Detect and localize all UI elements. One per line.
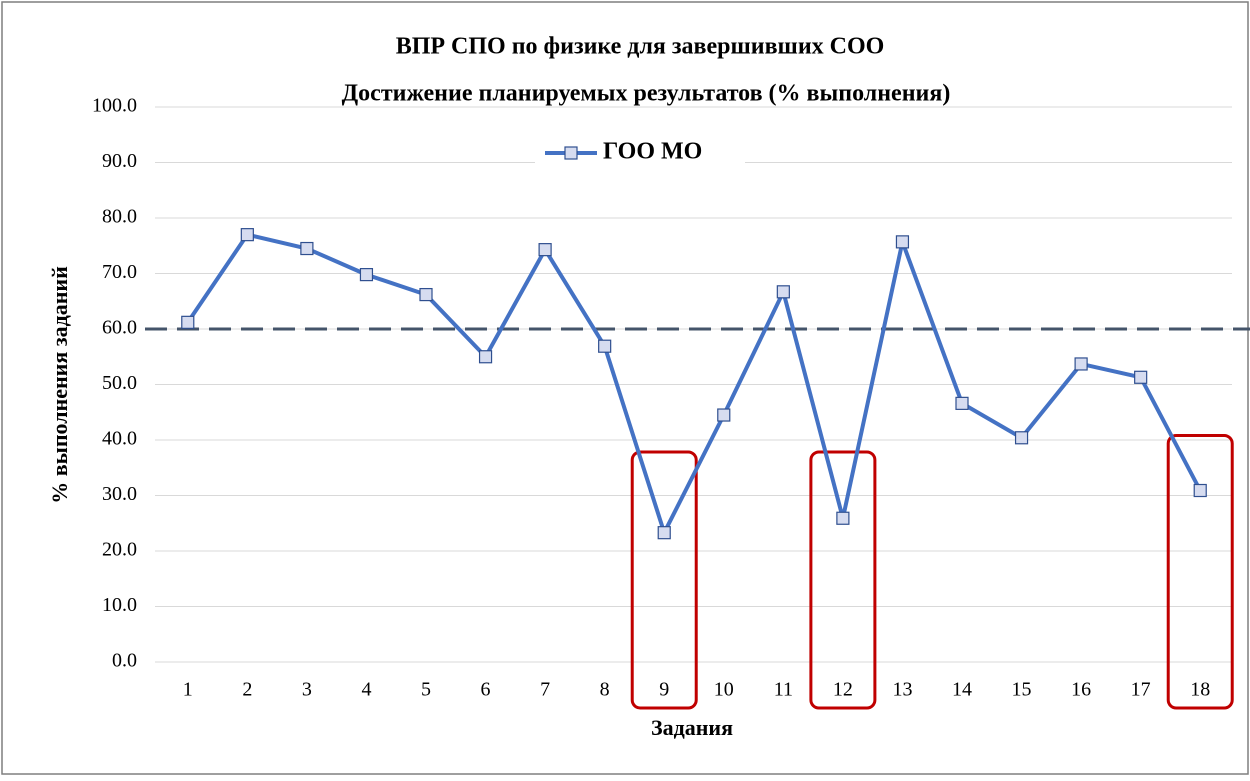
- highlight-box: [809, 450, 877, 710]
- x-tick-label: 13: [892, 679, 912, 701]
- point-marker: [1074, 357, 1088, 371]
- point-marker: [598, 339, 612, 353]
- point-marker: [955, 396, 969, 410]
- y-tick-label: 10.0: [102, 594, 137, 616]
- x-tick-label: 10: [714, 679, 734, 701]
- chart-title: ВПР СПО по физике для завершивших СОО: [396, 34, 885, 60]
- y-tick-label: 0.0: [112, 650, 137, 672]
- point-marker: [1014, 431, 1029, 445]
- x-tick-label: 7: [540, 679, 550, 701]
- point-marker: [657, 526, 671, 540]
- point-marker: [776, 285, 790, 299]
- x-tick-label: 12: [833, 679, 853, 701]
- highlight-box: [1166, 434, 1234, 710]
- point-marker: [300, 241, 314, 256]
- chart-subtitle: Достижение планируемых результатов (% вы…: [342, 81, 951, 107]
- x-tick-label: 6: [481, 679, 491, 701]
- point-marker: [240, 228, 254, 242]
- x-tick-label: 17: [1131, 679, 1151, 701]
- y-tick-label: 70.0: [102, 261, 137, 283]
- y-tick-label: 50.0: [102, 372, 137, 394]
- y-tick-label: 60.0: [102, 317, 137, 339]
- point-marker: [181, 315, 195, 329]
- x-tick-label: 15: [1012, 679, 1032, 701]
- x-axis-title: Задания: [651, 715, 733, 740]
- x-tick-label: 14: [952, 679, 972, 701]
- y-tick-label: 30.0: [102, 483, 137, 505]
- y-tick-label: 80.0: [102, 206, 137, 228]
- point-marker: [836, 511, 850, 525]
- x-tick-label: 3: [302, 679, 312, 701]
- legend-label: ГОО МО: [603, 139, 702, 165]
- x-tick-label: 18: [1190, 679, 1210, 701]
- point-marker: [359, 268, 374, 282]
- point-marker: [478, 350, 493, 364]
- point-marker: [717, 408, 731, 422]
- legend-marker: [564, 146, 578, 160]
- point-marker: [1134, 370, 1148, 384]
- point-marker: [419, 287, 433, 302]
- y-tick-label: 40.0: [102, 428, 137, 450]
- x-tick-label: 11: [774, 679, 793, 701]
- x-tick-label: 5: [421, 679, 431, 701]
- point-marker: [895, 235, 910, 249]
- y-tick-label: 90.0: [102, 150, 137, 172]
- x-tick-label: 16: [1071, 679, 1091, 701]
- x-tick-label: 2: [242, 679, 252, 701]
- highlight-box: [630, 450, 698, 710]
- x-tick-label: 9: [659, 679, 669, 701]
- x-tick-label: 8: [600, 679, 610, 701]
- y-axis-title: % выполнения заданий: [47, 266, 72, 504]
- x-tick-label: 4: [361, 679, 371, 701]
- point-marker: [538, 243, 552, 257]
- x-tick-label: 1: [183, 679, 193, 701]
- y-tick-label: 20.0: [102, 539, 137, 561]
- y-tick-label: 100.0: [92, 95, 137, 117]
- series-line: [186, 232, 1202, 535]
- point-marker: [1193, 483, 1207, 498]
